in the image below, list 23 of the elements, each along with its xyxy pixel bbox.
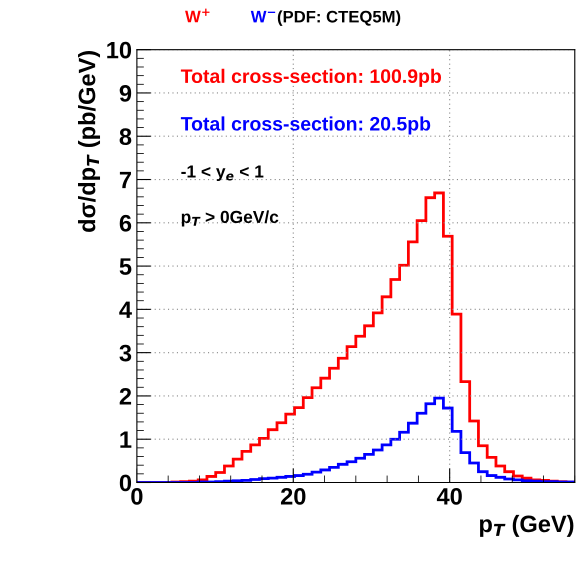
y-tick-label: 8 [120, 128, 132, 146]
y-tick-label: 0 [120, 474, 132, 492]
y-tick-label: 5 [120, 258, 132, 275]
y-tick-label: 1 [120, 432, 132, 448]
y-tick-label: 9 [120, 85, 132, 102]
x-tick-label: 20 [280, 488, 306, 505]
text: W$^{−}$ [250, 10, 276, 22]
x-tick-label: 0 [131, 488, 142, 505]
chart-title: (PDF: CTEQ5M) [278, 10, 400, 26]
x-tick-label: 40 [436, 488, 462, 505]
y-tick-label: 4 [119, 302, 132, 318]
annotation: Total cross-section: 20.5pb [180, 116, 430, 134]
y-tick-label: 7 [120, 172, 131, 188]
x-axis-title: p$_{T}$ (GeV) [480, 514, 574, 537]
y-tick-label: 2 [120, 388, 132, 404]
annotation: Total cross-section: 100.9pb [180, 68, 442, 87]
annotation: p$_{T}$ > 0GeV/c [182, 210, 278, 226]
y-tick-label: 3 [119, 344, 132, 362]
text: W$^{+}$ [185, 8, 210, 22]
y-tick-label: 6 [120, 214, 132, 232]
annotation: -1 < y$_{e}$ < 1 [181, 165, 264, 182]
y-axis-title: dσ/dp$_{T}$ (pb/GeV) [78, 51, 100, 232]
y-tick-label: 10 [107, 42, 132, 58]
